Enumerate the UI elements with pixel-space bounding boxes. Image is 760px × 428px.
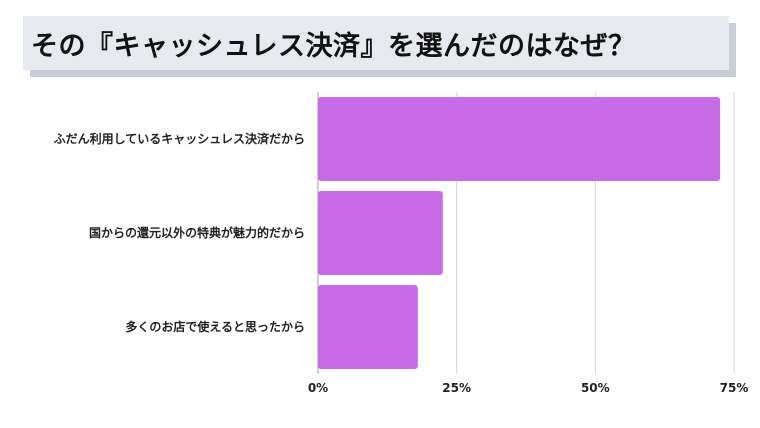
category-label-3: 多くのお店で使えると思ったから xyxy=(125,319,305,334)
bars xyxy=(318,97,721,369)
bar-3 xyxy=(318,285,418,369)
bar-1 xyxy=(318,97,721,181)
tick-label-0: 0% xyxy=(308,381,328,395)
chart-title: その『キャッシュレス決済』を選んだのはなぜ？ xyxy=(31,30,636,62)
tick-label-75: 75% xyxy=(720,381,749,395)
title-box: その『キャッシュレス決済』を選んだのはなぜ？ xyxy=(23,16,729,70)
category-label-2: 国からの還元以外の特典が魅力的だから xyxy=(89,225,305,240)
category-label-1: ふだん利用しているキャッシュレス決済だから xyxy=(54,131,305,146)
tick-label-50: 50% xyxy=(581,381,610,395)
tick-label-25: 25% xyxy=(442,381,471,395)
tick-labels: 0% 25% 50% 75% xyxy=(308,381,749,395)
bar-2 xyxy=(318,191,443,275)
category-labels: ふだん利用しているキャッシュレス決済だから国からの還元以外の特典が魅力的だから多… xyxy=(54,131,305,334)
